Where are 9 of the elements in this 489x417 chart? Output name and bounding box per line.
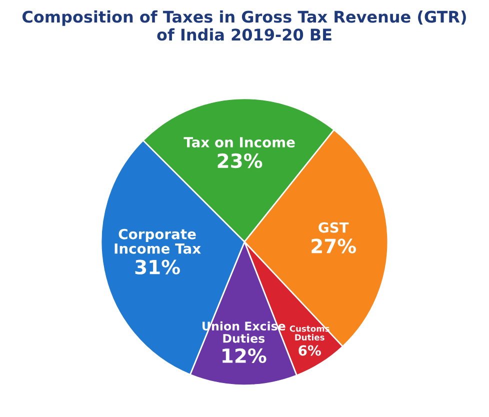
slice-label: Corporate Income Tax	[114, 228, 201, 254]
slice-label: Tax on Income	[184, 137, 295, 148]
data-label: 31%	[135, 260, 180, 274]
slice-label: GST	[318, 222, 349, 233]
data-label: 12%	[222, 348, 266, 364]
data-label: 23%	[218, 153, 262, 168]
data-label: 27%	[312, 238, 356, 254]
data-label: 6%	[298, 345, 321, 356]
chart-title: Composition of Taxes in Gross Tax Revenue (GTR) of India 2019-20 BE	[22, 10, 466, 41]
